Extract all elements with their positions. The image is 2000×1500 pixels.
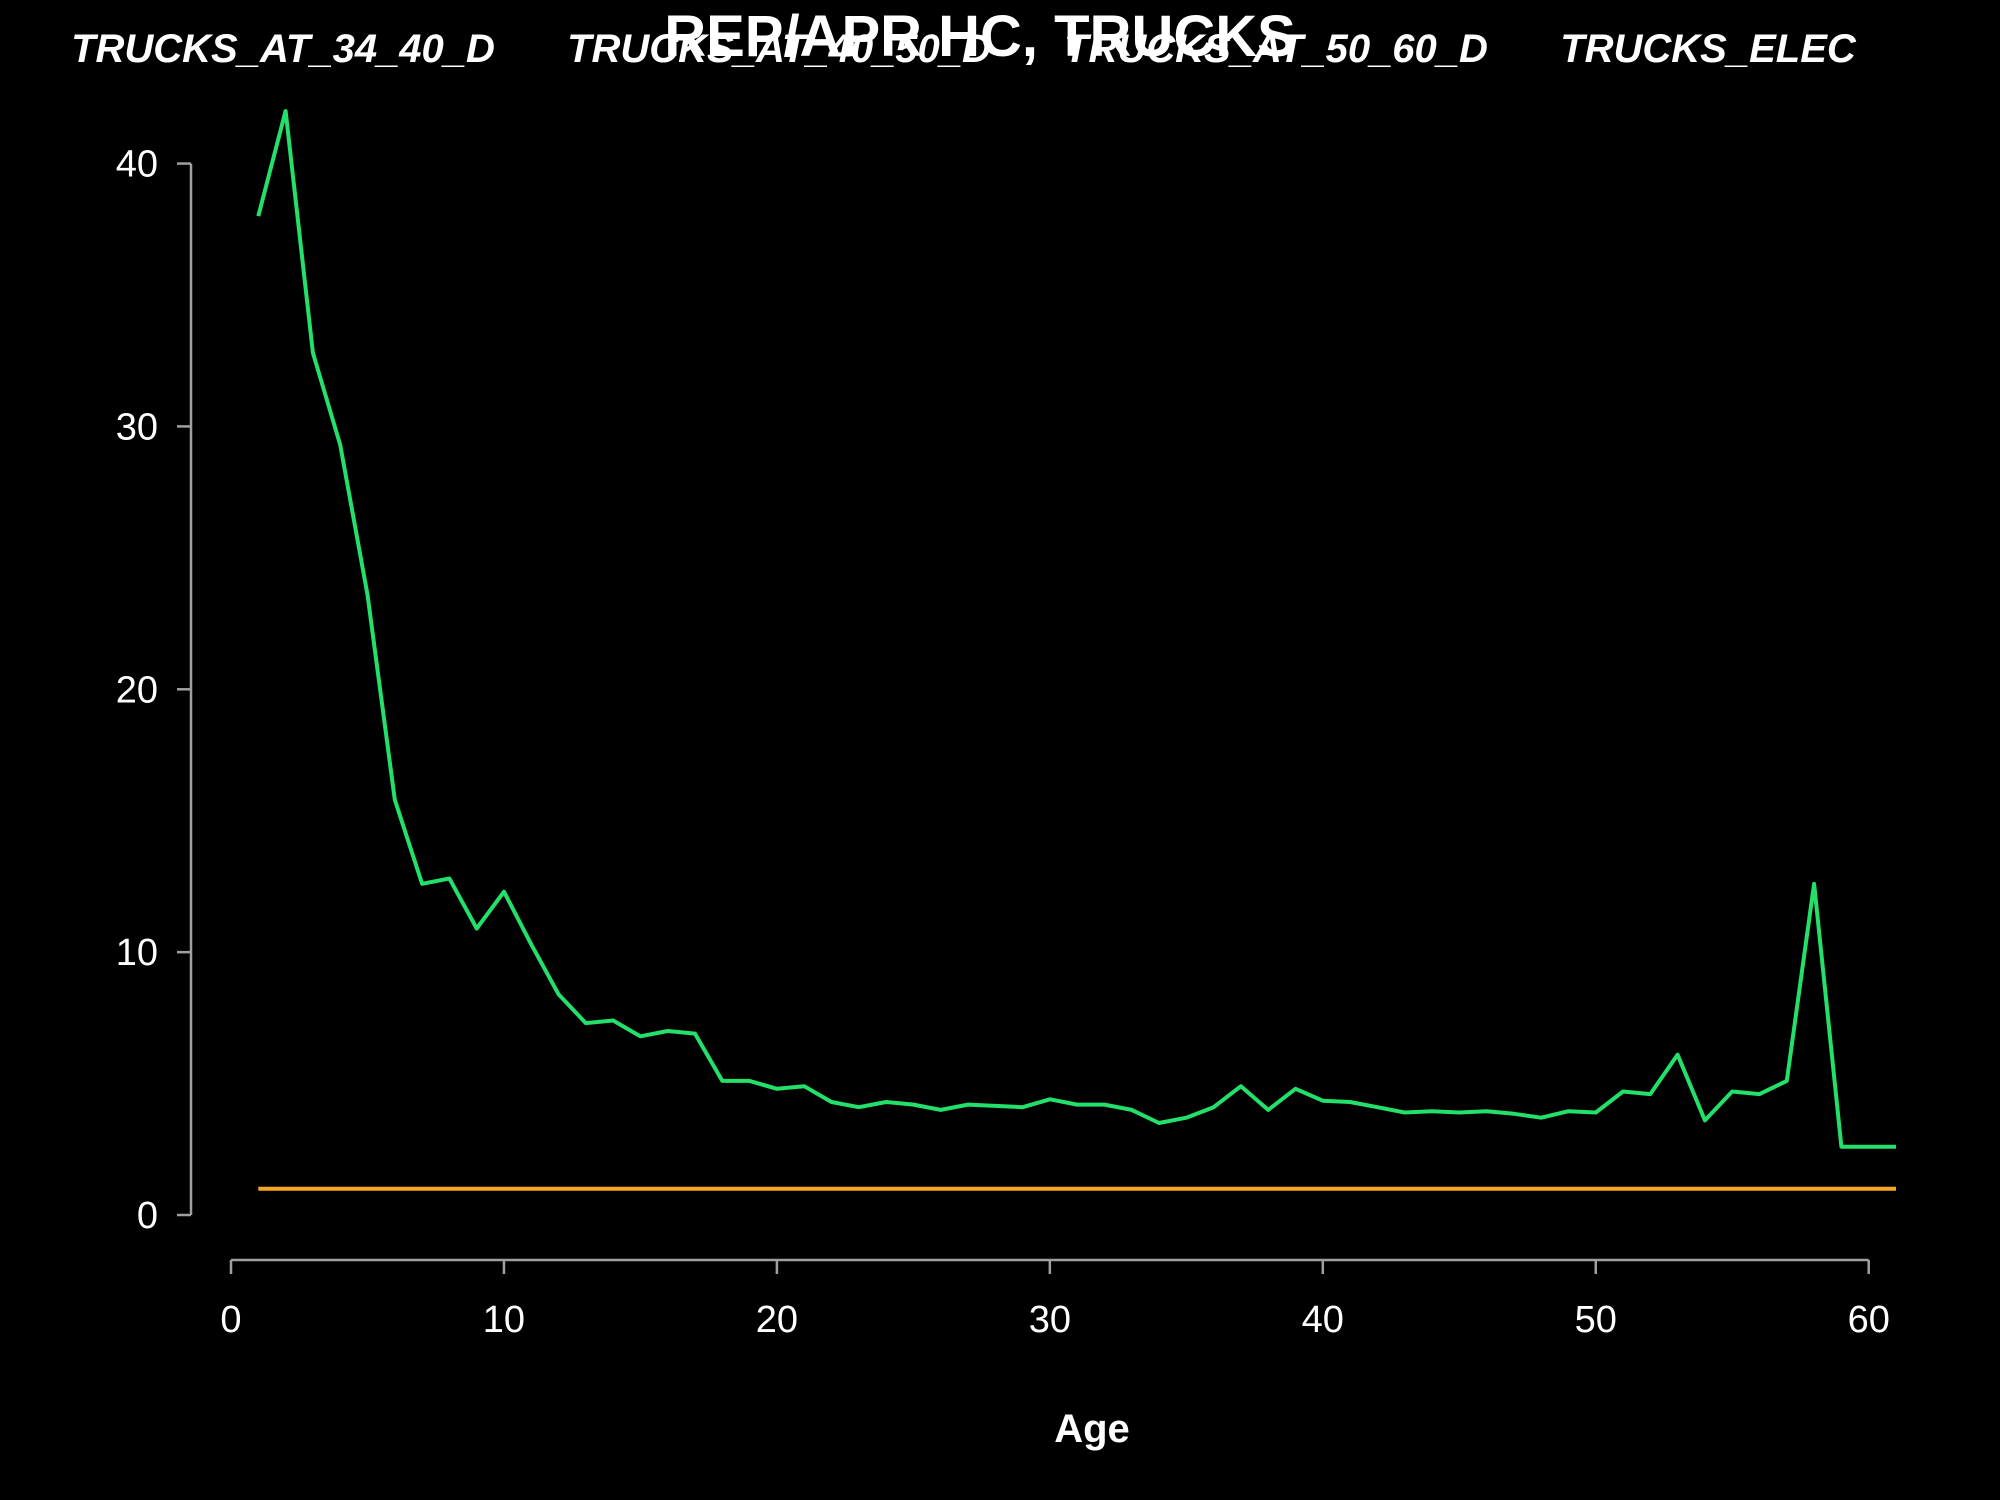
x-tick-label: 40 [1302,1299,1344,1341]
y-axis: 0 10 20 30 40 [116,144,193,1237]
legend-entry-trucks-elec: TRUCKS_ELEC [1560,27,1857,71]
x-axis-label: Age [1054,1407,1130,1451]
x-tick-label: 30 [1029,1299,1071,1341]
y-tick-label: 0 [137,1195,158,1237]
x-tick-label: 20 [756,1299,798,1341]
legend-entry-trucks-at-40-50-d: TRUCKS_AT_40_50_D [567,27,991,71]
x-tick-label: 60 [1848,1299,1890,1341]
y-tick-label: 40 [116,144,158,186]
series-layer [256,109,1896,1191]
x-tick-label: 50 [1575,1299,1617,1341]
y-tick-label: 30 [116,406,158,448]
y-tick-label: 20 [116,669,158,711]
x-tick-label: 0 [220,1299,241,1341]
legend-entry-trucks-at-34-40-d: TRUCKS_AT_34_40_D [71,27,495,71]
chart-title: REP/APR HC, TRUCKS [664,4,1296,69]
x-tick-label: 10 [483,1299,525,1341]
series-line-1 [256,109,1896,1149]
legend-entry-trucks-at-50-60-d: TRUCKS_AT_50_60_D [1064,27,1488,71]
x-axis: 0 10 20 30 40 50 60 [220,1258,1890,1341]
y-tick-label: 10 [116,932,158,974]
